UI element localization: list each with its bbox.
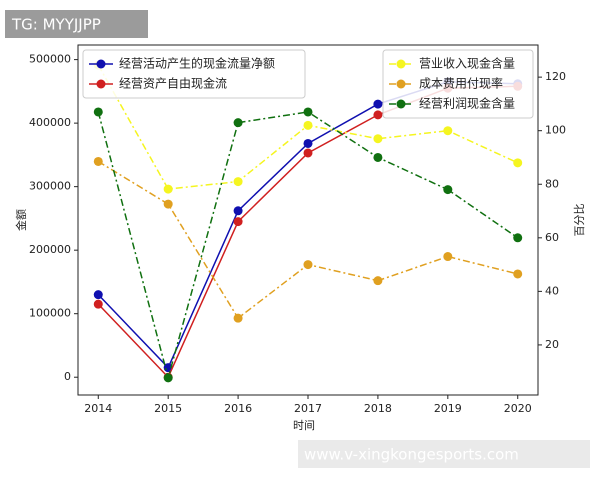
x-tick-label: 2015 (154, 402, 182, 415)
data-point (373, 152, 383, 162)
legend-label: 经营资产自由现金流 (119, 76, 227, 91)
legend-swatch (396, 59, 406, 69)
legend-swatch (396, 79, 406, 89)
watermark: www.v-xingkongesports.com (304, 446, 519, 464)
data-point (303, 260, 313, 270)
y-tick-label: 300000 (29, 180, 71, 193)
x-tick-label: 2018 (364, 402, 392, 415)
data-point (443, 126, 453, 136)
data-point (233, 217, 243, 227)
legend-swatch (96, 59, 106, 69)
data-point (163, 184, 173, 194)
data-point (513, 269, 523, 279)
data-point (233, 313, 243, 323)
y-tick-label: 400000 (29, 116, 71, 129)
legend-label: 成本费用付现率 (419, 76, 503, 91)
legend-swatch (396, 99, 406, 109)
series-line (97, 85, 518, 379)
watermark-box (5, 10, 148, 38)
y2-tick-label: 100 (545, 124, 566, 137)
data-point (233, 177, 243, 187)
data-point (443, 252, 453, 262)
y-tick-label: 200000 (29, 243, 71, 256)
y-tick-label: 500000 (29, 53, 71, 66)
y-axis-label: 金额 (14, 209, 28, 231)
x-tick-label: 2019 (434, 402, 462, 415)
legend-label: 经营利润现金含量 (419, 96, 515, 111)
legend-label: 经营活动产生的现金流量净额 (119, 56, 275, 71)
data-point (373, 276, 383, 286)
data-point (513, 233, 523, 243)
data-point (93, 107, 103, 117)
data-point (373, 134, 383, 144)
data-point (233, 118, 243, 128)
legend-box (382, 49, 534, 119)
data-point (303, 148, 313, 158)
y2-tick-label: 80 (545, 177, 559, 190)
x-tick-label: 2014 (84, 402, 112, 415)
data-point (303, 107, 313, 117)
x-tick-label: 2020 (504, 402, 532, 415)
watermark: TG: MYYJJPP (11, 16, 101, 34)
data-point (93, 299, 103, 309)
data-point (303, 120, 313, 130)
y2-tick-label: 120 (545, 70, 566, 83)
series-line (97, 160, 518, 320)
y-tick-label: 100000 (29, 307, 71, 320)
y2-tick-label: 40 (545, 284, 559, 297)
plot: 2014 2015 2016 2017 2018 2019 2020 0 100000 20000… (29, 49, 566, 415)
watermark-box (298, 440, 590, 468)
x-tick-label: 2016 (224, 402, 252, 415)
legend-box (82, 49, 306, 99)
x-axis-label: 时间 (293, 419, 315, 432)
legend-label: 营业收入现金含量 (419, 56, 515, 71)
data-point (163, 373, 173, 383)
y2-axis-label: 百分比 (573, 204, 586, 237)
data-point (443, 185, 453, 195)
legend-swatch (96, 79, 106, 89)
data-point (513, 158, 523, 168)
data-point (93, 156, 103, 166)
data-point (233, 206, 243, 216)
data-point (303, 138, 313, 148)
data-point (373, 110, 383, 120)
y-tick-label: 0 (64, 370, 71, 383)
y2-tick-label: 20 (545, 338, 559, 351)
x-tick-label: 2017 (294, 402, 322, 415)
y2-tick-label: 60 (545, 231, 559, 244)
data-point (93, 290, 103, 300)
data-point (373, 99, 383, 109)
data-point (163, 199, 173, 209)
